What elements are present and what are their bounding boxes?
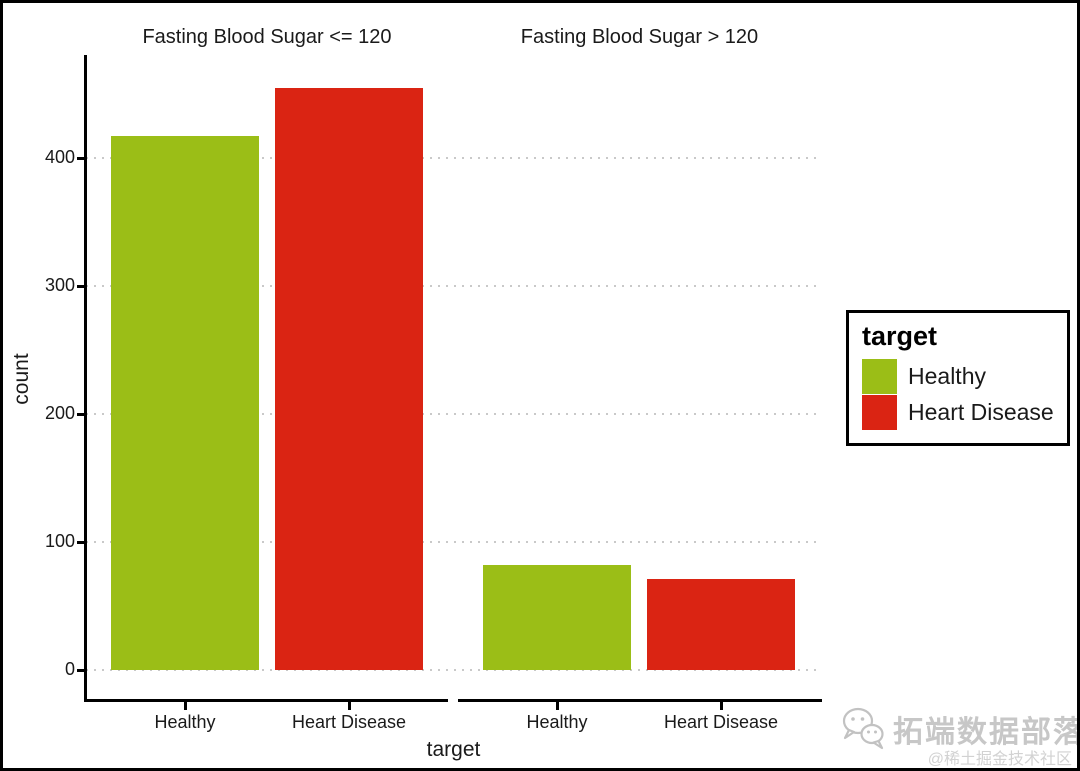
x-tick-label: Healthy xyxy=(154,712,216,732)
y-tick-label: 300 xyxy=(44,275,75,295)
y-tick-mark xyxy=(77,669,85,672)
x-tick-label: Heart Disease xyxy=(291,712,407,732)
y-axis-title: count xyxy=(10,353,33,405)
x-tick-mark xyxy=(184,702,187,710)
y-tick-mark xyxy=(77,413,85,416)
y-tick-mark xyxy=(77,541,85,544)
watermark-brand: 拓端数据部落 xyxy=(893,716,1080,749)
y-tick-label: 0 xyxy=(64,659,75,679)
x-tick-mark xyxy=(720,702,723,710)
gridline xyxy=(86,669,821,671)
legend-entry: Heart Disease xyxy=(862,394,1067,430)
legend-entry-label: Healthy xyxy=(908,362,986,389)
gridline xyxy=(86,157,821,159)
legend-swatch-heart-disease xyxy=(862,394,897,430)
y-tick-mark xyxy=(77,285,85,288)
bar-heart-disease xyxy=(647,579,795,670)
legend-entry: Healthy xyxy=(862,358,1067,394)
bar-healthy xyxy=(111,136,259,670)
watermark-credit: @稀土掘金技术社区 xyxy=(927,751,1072,768)
x-tick-mark xyxy=(556,702,559,710)
gridline xyxy=(86,541,821,543)
legend: target Healthy Heart Disease xyxy=(846,310,1070,446)
gridline xyxy=(86,413,821,415)
y-axis-line xyxy=(84,55,87,702)
x-tick-label: Heart Disease xyxy=(663,712,779,732)
bar-healthy xyxy=(483,565,631,670)
facet-title-left: Fasting Blood Sugar <= 120 xyxy=(142,26,392,48)
legend-entry-label: Heart Disease xyxy=(908,398,1054,425)
y-tick-mark xyxy=(77,157,85,160)
wechat-icon xyxy=(842,707,884,750)
legend-entries: Healthy Heart Disease xyxy=(862,358,1067,430)
facet-title-right: Fasting Blood Sugar > 120 xyxy=(520,26,759,48)
legend-title: target xyxy=(862,321,938,351)
legend-swatch-healthy xyxy=(862,358,897,394)
x-axis-line-right xyxy=(458,699,822,702)
y-tick-label: 400 xyxy=(44,147,75,167)
y-tick-label: 200 xyxy=(44,403,75,423)
x-axis-title: target xyxy=(426,738,481,761)
gridline xyxy=(86,285,821,287)
y-tick-label: 100 xyxy=(44,531,75,551)
x-tick-mark xyxy=(348,702,351,710)
x-axis-line-left xyxy=(86,699,448,702)
x-tick-label: Healthy xyxy=(526,712,588,732)
bar-heart-disease xyxy=(275,87,423,670)
